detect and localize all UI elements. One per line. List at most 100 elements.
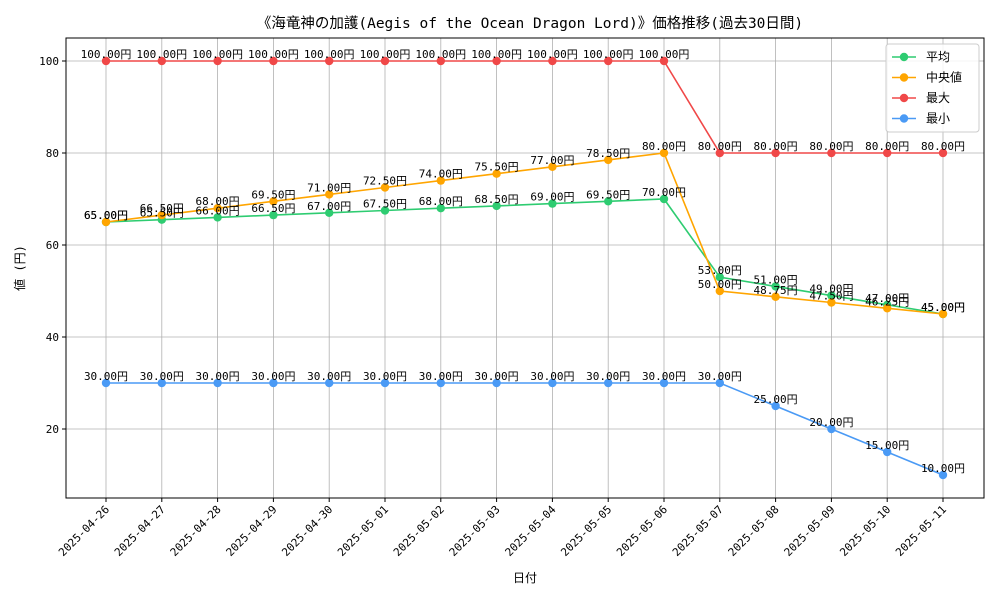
data-label: 66.50円 bbox=[251, 202, 295, 215]
x-tick-label: 2025-04-27 bbox=[112, 503, 168, 559]
y-tick-label: 40 bbox=[46, 331, 59, 344]
data-point bbox=[659, 56, 669, 66]
data-label: 69.50円 bbox=[251, 188, 295, 201]
legend-label: 中央値 bbox=[926, 70, 962, 85]
data-point bbox=[827, 298, 836, 307]
data-label: 80.00円 bbox=[809, 140, 853, 153]
data-label: 68.00円 bbox=[419, 195, 463, 208]
data-point bbox=[213, 213, 222, 222]
data-label: 46.25円 bbox=[865, 295, 909, 308]
data-point bbox=[436, 176, 445, 185]
data-label: 15.00円 bbox=[865, 439, 909, 452]
data-label: 30.00円 bbox=[698, 370, 742, 383]
data-point bbox=[938, 309, 948, 319]
data-label: 80.00円 bbox=[642, 140, 686, 153]
data-point bbox=[213, 56, 222, 66]
data-label: 30.00円 bbox=[140, 370, 184, 383]
data-point bbox=[325, 378, 334, 388]
data-label: 100.00円 bbox=[304, 48, 355, 61]
data-label: 80.00円 bbox=[698, 140, 742, 153]
data-point bbox=[715, 286, 724, 296]
data-point bbox=[715, 148, 724, 158]
legend-entry: 平均 bbox=[892, 50, 950, 64]
legend-marker bbox=[899, 93, 909, 103]
data-label: 100.00円 bbox=[248, 48, 299, 61]
data-label: 30.00円 bbox=[530, 370, 574, 383]
data-label: 70.00円 bbox=[642, 186, 686, 199]
series-3 bbox=[101, 378, 948, 480]
data-label: 47.50円 bbox=[809, 290, 853, 303]
data-point bbox=[436, 204, 445, 213]
data-label: 68.50円 bbox=[475, 193, 519, 206]
x-tick-label: 2025-05-04 bbox=[502, 503, 558, 559]
x-tick-label: 2025-05-01 bbox=[335, 503, 391, 559]
y-tick-label: 60 bbox=[46, 239, 59, 252]
data-point bbox=[492, 169, 501, 178]
legend-entry: 最小 bbox=[892, 112, 950, 126]
y-tick-label: 100 bbox=[39, 55, 59, 68]
data-label: 20.00円 bbox=[809, 416, 853, 429]
data-label: 30.00円 bbox=[251, 370, 295, 383]
data-point bbox=[269, 378, 278, 388]
legend-label: 最小 bbox=[926, 112, 950, 126]
data-point bbox=[157, 378, 166, 388]
data-label: 100.00円 bbox=[527, 48, 578, 61]
data-point bbox=[827, 291, 836, 300]
x-axis-ticks: 2025-04-26 2025-04-27 2025-04-28 2025-04-29… bbox=[56, 498, 949, 559]
data-label: 65.50円 bbox=[140, 207, 184, 220]
data-point bbox=[436, 378, 445, 388]
data-label: 30.00円 bbox=[586, 370, 630, 383]
data-point bbox=[380, 183, 390, 192]
data-label: 100.00円 bbox=[360, 48, 411, 61]
x-tick-label: 2025-05-11 bbox=[893, 503, 949, 559]
data-point bbox=[436, 56, 445, 66]
data-label: 30.00円 bbox=[642, 370, 686, 383]
data-point bbox=[213, 204, 222, 213]
data-label: 69.50円 bbox=[586, 188, 630, 201]
data-point bbox=[883, 148, 892, 158]
legend-marker bbox=[899, 114, 909, 123]
data-label: 30.00円 bbox=[363, 370, 407, 383]
data-point bbox=[548, 162, 557, 171]
data-point bbox=[492, 201, 501, 211]
data-point bbox=[548, 56, 557, 66]
data-label: 66.00円 bbox=[196, 204, 240, 217]
y-axis-label: 値 (円) bbox=[12, 245, 27, 291]
data-point bbox=[604, 197, 613, 206]
data-label: 50.00円 bbox=[698, 278, 742, 291]
data-label: 100.00円 bbox=[415, 48, 466, 61]
series-line bbox=[106, 382, 944, 476]
x-tick-label: 2025-04-30 bbox=[279, 503, 335, 559]
data-point bbox=[269, 197, 278, 206]
data-label: 80.00円 bbox=[921, 140, 965, 153]
data-point bbox=[715, 273, 724, 282]
legend-label: 最大 bbox=[926, 91, 950, 105]
series-1 bbox=[101, 148, 948, 319]
x-tick-label: 2025-04-29 bbox=[223, 503, 279, 559]
data-label: 78.50円 bbox=[586, 147, 630, 160]
data-point bbox=[771, 292, 780, 301]
data-label: 74.00円 bbox=[419, 168, 463, 181]
data-label: 30.00円 bbox=[196, 370, 240, 383]
data-point bbox=[827, 424, 836, 434]
series-2 bbox=[101, 56, 948, 158]
data-point bbox=[492, 56, 501, 66]
legend-box bbox=[885, 43, 980, 133]
data-label: 68.00円 bbox=[196, 195, 240, 208]
data-point bbox=[938, 470, 948, 480]
plot-frame bbox=[65, 37, 985, 499]
data-point bbox=[604, 155, 613, 165]
data-label: 65.00円 bbox=[84, 209, 128, 222]
data-point bbox=[101, 378, 111, 388]
data-point bbox=[883, 447, 892, 457]
x-tick-label: 2025-05-08 bbox=[726, 503, 782, 559]
x-tick-label: 2025-04-26 bbox=[56, 503, 112, 559]
data-label: 45.00円 bbox=[921, 301, 965, 314]
data-point bbox=[715, 378, 724, 388]
x-tick-label: 2025-05-03 bbox=[447, 503, 503, 559]
data-point bbox=[325, 56, 334, 66]
data-label: 100.00円 bbox=[136, 48, 187, 61]
chart-title: 《海竜神の加護(Aegis of the Ocean Dragon Lord)》… bbox=[257, 15, 803, 32]
data-point bbox=[380, 206, 390, 215]
